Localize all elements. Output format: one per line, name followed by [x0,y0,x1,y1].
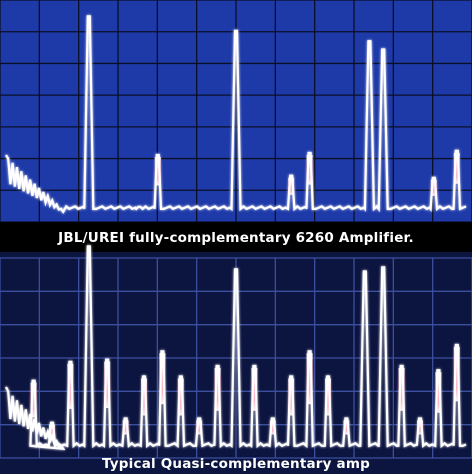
distortion-peak-highlight [122,420,129,435]
top-spectrum-panel: JBL/UREI fully-complementary 6260 Amplif… [0,0,472,252]
distortion-peak-highlight [435,372,442,413]
distortion-peak-highlight [398,368,405,411]
distortion-peak-highlight [159,353,166,405]
top-spectrum-trace [5,15,467,214]
distortion-peak-highlight [288,378,295,416]
distortion-peak-highlight [343,420,350,435]
distortion-peak-highlight [417,420,423,435]
distortion-peak-highlight [306,155,313,185]
bottom-spectrum-panel: Typical Quasi-complementary amp [0,245,472,474]
top-caption: JBL/UREI fully-complementary 6260 Amplif… [57,230,414,246]
distortion-peak-highlight [154,157,161,186]
distortion-peak-highlight [141,378,147,416]
distortion-peak-highlight [177,378,184,416]
distortion-peak-highlight [49,424,55,437]
distortion-peak-highlight [430,179,437,196]
distortion-peak-highlight [30,382,37,418]
distortion-peak-highlight [269,420,276,435]
distortion-peak-highlight [104,361,111,408]
distortion-peak-highlight [325,378,331,416]
distortion-peak-highlight [67,363,74,409]
distortion-peak-highlight [453,152,460,184]
top-caption-band [0,222,472,252]
bottom-peak-highlights [30,347,460,437]
distortion-peak-highlight [214,368,221,411]
distortion-peak-highlight [196,420,203,435]
bottom-caption: Typical Quasi-complementary amp [102,456,370,472]
distortion-peak-highlight [306,353,313,405]
bottom-spectrum-trace [5,245,467,451]
distortion-peak-highlight [288,177,295,195]
top-peak-highlights [154,152,460,196]
distortion-peak-highlight [453,347,460,402]
distortion-peak-highlight [251,368,258,411]
